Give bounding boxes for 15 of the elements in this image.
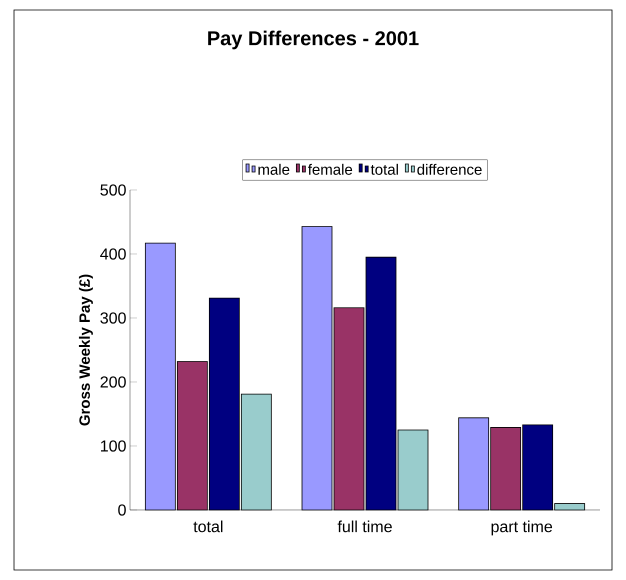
- y-tick-label: 0: [118, 504, 126, 516]
- x-tick-label: part time: [492, 520, 552, 536]
- legend-label: difference: [417, 164, 482, 175]
- chart-title: Pay Differences - 2001: [208, 30, 419, 50]
- legend-label: female: [308, 164, 352, 175]
- y-tick-label: 500: [100, 184, 126, 196]
- y-tick-label: 200: [100, 376, 126, 388]
- legend-label: total: [370, 164, 398, 175]
- y-tick-label: 400: [100, 248, 126, 260]
- legend-label: male: [258, 164, 290, 175]
- x-tick-label: total: [193, 520, 222, 532]
- x-tick-label: full time: [338, 520, 392, 532]
- y-tick-label: 100: [101, 440, 126, 452]
- y-axis-title: Gross Weekly Pay (£): [78, 274, 93, 426]
- y-tick-label: 300: [100, 312, 126, 324]
